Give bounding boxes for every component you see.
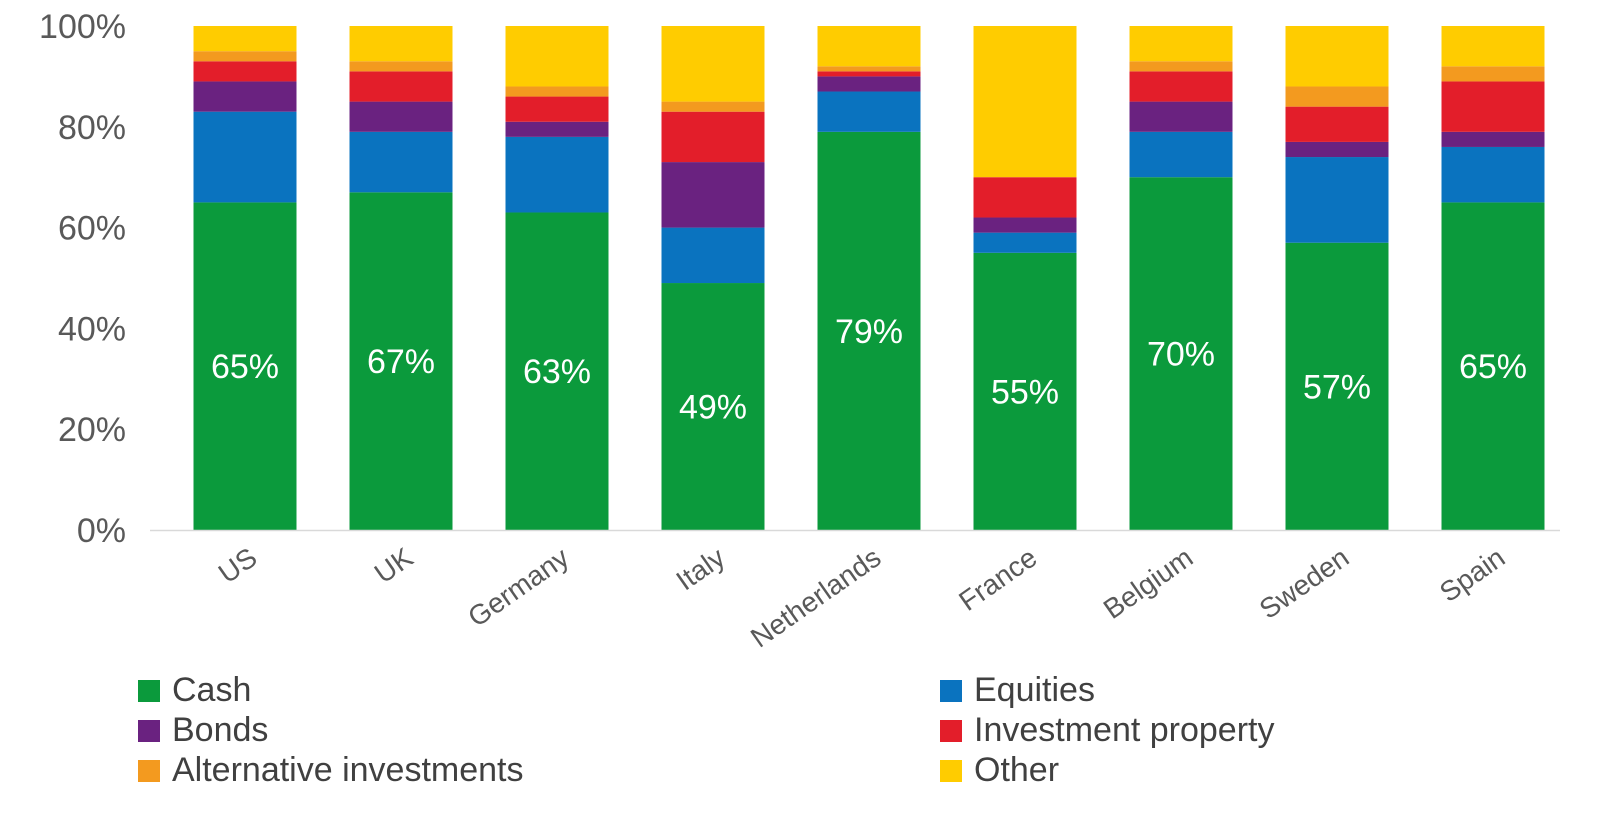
bar-uk-equities — [349, 131, 453, 193]
data-label-france: 55% — [991, 373, 1059, 411]
x-tick-label-spain: Spain — [1434, 542, 1510, 608]
bar-us-equities — [193, 111, 297, 203]
bar-france-cash — [973, 252, 1077, 531]
data-labels: 65% 67% 63% 49% 79% 55% 70% 57% 65% — [211, 313, 1527, 427]
bar-italy-other — [661, 26, 765, 102]
bar-sweden-bonds — [1285, 141, 1389, 158]
bar-spain-investment-property — [1441, 81, 1545, 132]
legend-swatch-cash — [138, 680, 160, 702]
bar-france-other — [973, 26, 1077, 178]
y-tick-label: 100% — [39, 8, 126, 46]
bar-uk-cash — [349, 192, 453, 530]
bar-spain-bonds — [1441, 131, 1545, 147]
bar-belgium-investment-property — [1129, 71, 1233, 102]
bar-netherlands-cash — [817, 131, 921, 530]
bar-netherlands-other — [817, 26, 921, 67]
bar-us-bonds — [193, 81, 297, 112]
legend-label-equities: Equities — [974, 671, 1095, 709]
bar-belgium-equities — [1129, 131, 1233, 178]
x-tick-label-uk: UK — [369, 541, 419, 589]
y-axis-ticks: 0% 20% 40% 60% 80% 100% — [39, 8, 126, 550]
bar-germany-cash — [505, 212, 609, 531]
legend-swatch-equities — [940, 680, 962, 702]
x-tick-label-sweden: Sweden — [1254, 542, 1355, 625]
bar-us-cash — [193, 202, 297, 530]
data-label-us: 65% — [211, 348, 279, 386]
bar-spain-other — [1441, 26, 1545, 67]
bar-germany-investment-property — [505, 96, 609, 122]
bar-uk-alternative-investments — [349, 61, 453, 72]
bar-belgium-cash — [1129, 177, 1233, 530]
bar-germany-other — [505, 26, 609, 87]
bar-sweden-investment-property — [1285, 106, 1389, 142]
x-tick-label-us: US — [213, 542, 263, 590]
data-label-italy: 49% — [679, 389, 747, 427]
legend-label-alternative-investments: Alternative investments — [172, 751, 524, 789]
bar-us-alternative-investments — [193, 51, 297, 62]
bar-italy-investment-property — [661, 111, 765, 163]
bar-sweden-cash — [1285, 242, 1389, 530]
bar-belgium-alternative-investments — [1129, 61, 1233, 72]
bar-uk-other — [349, 26, 453, 62]
data-label-belgium: 70% — [1147, 336, 1215, 374]
bar-uk-bonds — [349, 101, 453, 132]
y-tick-label: 0% — [77, 512, 126, 550]
bar-italy-bonds — [661, 162, 765, 228]
bar-sweden-equities — [1285, 157, 1389, 243]
x-tick-label-netherlands: Netherlands — [745, 542, 886, 654]
legend-swatch-bonds — [138, 720, 160, 742]
bar-us-investment-property — [193, 61, 297, 82]
bar-spain-equities — [1441, 146, 1545, 203]
bar-netherlands-bonds — [817, 76, 921, 92]
bars — [193, 26, 1545, 531]
bar-sweden-other — [1285, 26, 1389, 87]
data-label-netherlands: 79% — [835, 313, 903, 351]
bar-netherlands-alternative-investments — [817, 66, 921, 72]
x-tick-label-italy: Italy — [671, 542, 731, 597]
bar-sweden-alternative-investments — [1285, 86, 1389, 107]
legend-swatch-investment-property — [940, 720, 962, 742]
x-tick-label-belgium: Belgium — [1098, 542, 1199, 625]
data-label-uk: 67% — [367, 343, 435, 381]
data-label-spain: 65% — [1459, 348, 1527, 386]
legend-swatch-other — [940, 760, 962, 782]
bar-france-investment-property — [973, 177, 1077, 218]
legend-label-cash: Cash — [172, 671, 251, 709]
data-label-sweden: 57% — [1303, 368, 1371, 406]
bar-netherlands-investment-property — [817, 71, 921, 77]
y-tick-label: 60% — [58, 210, 126, 248]
bar-france-equities — [973, 232, 1077, 253]
legend-swatch-alternative-investments — [138, 760, 160, 782]
data-label-germany: 63% — [523, 353, 591, 391]
bar-germany-bonds — [505, 121, 609, 137]
x-axis-ticks: US UK Germany Italy Netherlands France Belgium… — [213, 541, 1511, 653]
bar-germany-equities — [505, 136, 609, 213]
bar-italy-cash — [661, 283, 765, 530]
x-tick-label-france: France — [953, 542, 1042, 617]
bar-germany-alternative-investments — [505, 86, 609, 97]
legend-label-other: Other — [974, 751, 1059, 789]
y-tick-label: 20% — [58, 411, 126, 449]
bar-belgium-bonds — [1129, 101, 1233, 132]
x-tick-label-germany: Germany — [462, 542, 574, 633]
legend-label-bonds: Bonds — [172, 711, 268, 749]
bar-italy-alternative-investments — [661, 101, 765, 112]
bar-spain-alternative-investments — [1441, 66, 1545, 82]
bar-us-other — [193, 26, 297, 52]
bar-netherlands-equities — [817, 91, 921, 132]
bar-italy-equities — [661, 227, 765, 284]
legend: Cash Equities Bonds Investment property Alte… — [138, 671, 1274, 789]
y-tick-label: 40% — [58, 310, 126, 348]
bar-uk-investment-property — [349, 71, 453, 102]
bar-spain-cash — [1441, 202, 1545, 530]
legend-label-investment-property: Investment property — [974, 711, 1274, 749]
bar-france-bonds — [973, 217, 1077, 233]
y-tick-label: 80% — [58, 109, 126, 147]
bar-belgium-other — [1129, 26, 1233, 62]
